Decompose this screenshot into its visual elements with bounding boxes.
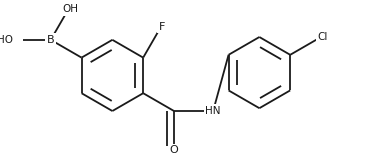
- Text: B: B: [47, 35, 54, 45]
- Text: O: O: [170, 145, 178, 155]
- Text: HN: HN: [205, 106, 221, 116]
- Text: Cl: Cl: [318, 32, 328, 42]
- Text: OH: OH: [63, 4, 78, 14]
- Text: F: F: [159, 22, 165, 32]
- Text: HO: HO: [0, 35, 13, 45]
